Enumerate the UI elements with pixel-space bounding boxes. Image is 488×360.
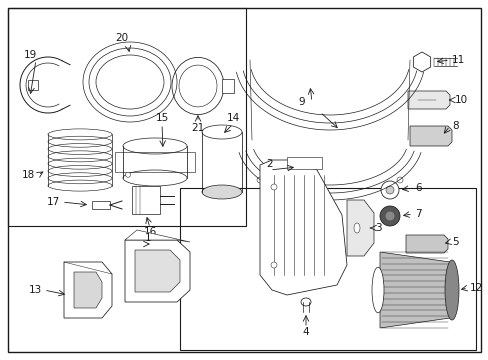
Text: 20: 20 (115, 33, 128, 43)
Polygon shape (412, 52, 430, 72)
Polygon shape (125, 230, 190, 242)
Bar (132, 186, 160, 214)
Ellipse shape (257, 177, 263, 183)
Polygon shape (135, 250, 180, 292)
Ellipse shape (379, 206, 399, 226)
Ellipse shape (385, 186, 393, 194)
Ellipse shape (380, 181, 398, 199)
Text: 8: 8 (451, 121, 458, 131)
Polygon shape (74, 272, 102, 308)
Ellipse shape (125, 172, 130, 177)
Ellipse shape (301, 298, 310, 306)
Text: 18: 18 (21, 170, 35, 180)
Ellipse shape (270, 184, 276, 190)
Ellipse shape (444, 260, 458, 320)
Text: 11: 11 (451, 55, 464, 65)
Polygon shape (346, 200, 373, 256)
Ellipse shape (353, 223, 359, 233)
Bar (286, 157, 321, 169)
Text: 17: 17 (47, 197, 60, 207)
Ellipse shape (371, 267, 383, 313)
Text: 3: 3 (374, 223, 381, 233)
Polygon shape (405, 235, 447, 253)
Text: 2: 2 (266, 159, 273, 169)
Bar (222, 79, 234, 93)
Polygon shape (64, 262, 112, 318)
Ellipse shape (270, 262, 276, 268)
Ellipse shape (385, 212, 394, 220)
Bar (92, 201, 110, 209)
Text: 13: 13 (29, 285, 42, 295)
Polygon shape (409, 126, 451, 146)
Text: 9: 9 (298, 97, 305, 107)
Text: 12: 12 (469, 283, 482, 293)
Polygon shape (260, 160, 346, 295)
Text: 19: 19 (23, 50, 37, 60)
Text: 7: 7 (414, 209, 421, 219)
Polygon shape (379, 252, 449, 328)
Text: 15: 15 (155, 113, 168, 123)
Ellipse shape (396, 177, 402, 183)
Text: 4: 4 (302, 327, 309, 337)
Text: 6: 6 (414, 183, 421, 193)
Ellipse shape (202, 185, 242, 199)
Polygon shape (407, 91, 449, 109)
Bar (8, 8, 245, 226)
Text: 1: 1 (144, 233, 151, 243)
Text: 5: 5 (451, 237, 458, 247)
Polygon shape (125, 240, 190, 302)
Text: 16: 16 (143, 227, 156, 237)
Text: 14: 14 (226, 113, 239, 123)
Bar (28, 80, 38, 90)
Text: 10: 10 (454, 95, 467, 105)
Bar (180, 188, 475, 350)
Bar (115, 152, 195, 172)
Text: 21: 21 (191, 123, 204, 133)
